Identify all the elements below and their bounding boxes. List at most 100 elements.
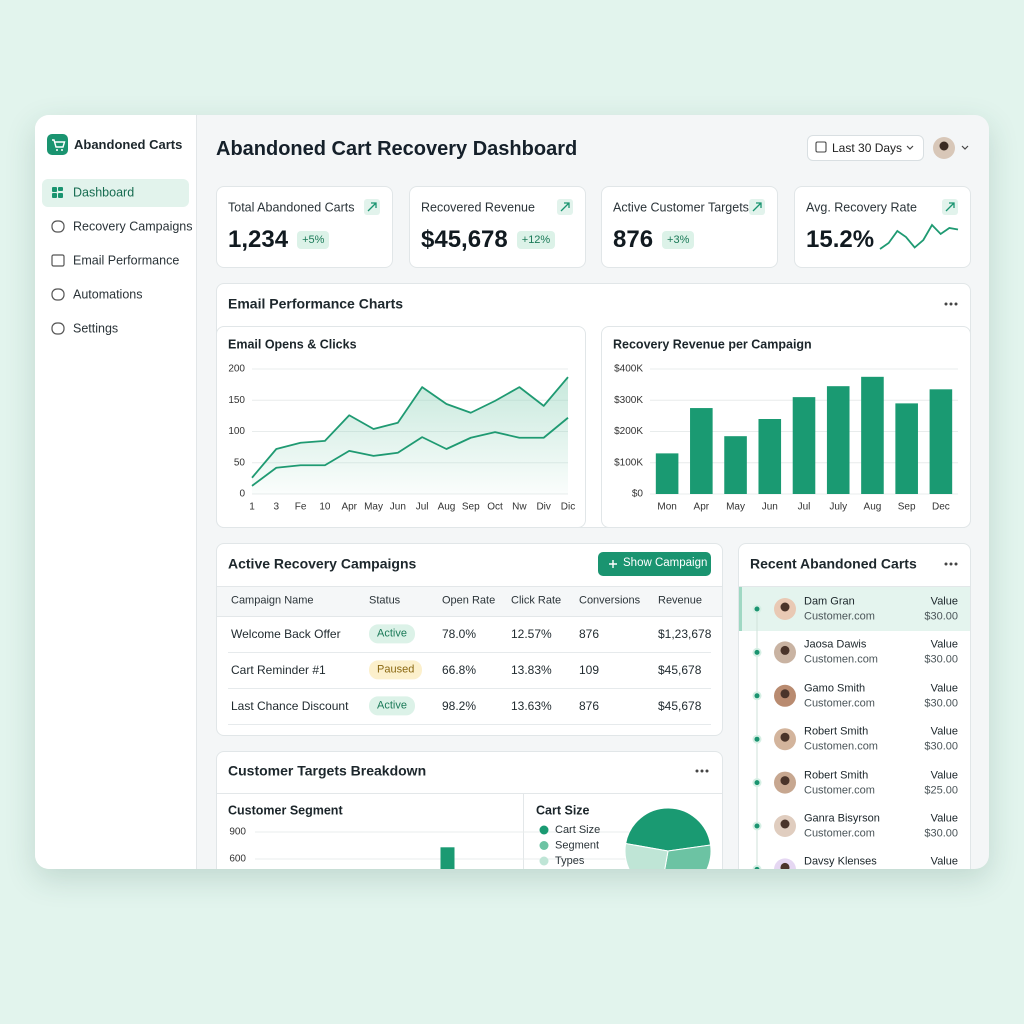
column-header: Status [369,594,401,607]
table-cell: Cart Reminder #1 [231,662,326,677]
panel-title: Email Performance Charts [228,295,404,312]
customer-email: Customen.com [804,653,878,666]
kpi-trend-icon [942,199,958,215]
kpi-trend-icon [557,199,573,215]
kpi-value: 15.2% [806,226,875,253]
app-content: Abandoned Carts Dashboard Recovery Campaig… [35,115,989,869]
customer-email: Customer.com [804,827,875,840]
table-cell: Welcome Back Offer [231,626,341,641]
customer-name[interactable]: Jaosa Dawis [804,638,867,651]
nav-item[interactable]: Dashboard [73,185,135,200]
chart-title: Cart Size [536,803,590,818]
value-label: Value [930,595,958,608]
nav-item[interactable]: Recovery Campaigns [73,219,193,234]
kpi-trend-icon [749,199,765,215]
column-header: Conversions [579,594,641,607]
customer-email: Customer.com [804,784,875,796]
panel-title: Active Recovery Campaigns [228,555,417,572]
panel-title: Customer Targets Breakdown [228,762,427,779]
column-header: Open Rate [442,594,496,607]
customer-email: Customen.com [804,740,878,753]
table-cell: 66.8% [442,662,477,677]
table-cell: 12.57% [511,626,552,641]
nav-item[interactable]: Email Performance [73,253,180,268]
kpi-trend-icon [364,199,380,215]
kpi-value: 876 [613,226,654,253]
kpi-change: +3% [662,231,695,249]
nav-item[interactable]: Settings [73,321,119,336]
kpi-label: Active Customer Targets [613,200,749,215]
chart-title: Customer Segment [228,803,343,818]
customer-name[interactable]: Dam Gran [804,595,855,608]
user-avatar[interactable] [933,137,955,159]
chart-title: Email Opens & Clicks [228,337,357,352]
kpi-card [216,186,393,268]
table-cell: 98.2% [442,698,477,713]
kpi-value-row: 1,234 +5% [228,226,330,254]
customer-name[interactable]: Davsy Klenses [804,855,877,868]
table-cell: 109 [579,662,600,677]
kpi-value-row: $45,678 +12% [421,226,556,254]
table-cell: $1,23,678 [658,626,712,641]
kpi-label: Recovered Revenue [421,200,535,215]
chart-card [601,326,971,528]
value-label: Value [930,725,958,738]
customer-name[interactable]: Ganra Bisyrson [804,812,880,825]
cart-value: $30.00 [924,827,958,840]
column-header: Click Rate [511,594,562,607]
table-cell: 13.83% [511,662,552,677]
panel-title: Recent Abandoned Carts [750,555,917,572]
sidebar [35,115,197,869]
brand-logo [47,134,68,155]
value-label: Value [930,638,958,651]
value-label: Value [930,855,958,868]
row-divider [228,724,711,725]
status-badge: Paused [369,660,423,680]
table-cell: Last Chance Discount [231,698,349,713]
customer-name[interactable]: Robert Smith [804,725,869,738]
chart-card [216,326,586,528]
cart-value: $30.00 [924,740,958,753]
table-cell: $45,678 [658,698,702,713]
table-cell: 876 [579,698,600,713]
chart-title: Recovery Revenue per Campaign [613,337,812,352]
chevron [961,145,969,150]
kpi-card [409,186,586,268]
divider [739,586,970,587]
column-header: Campaign Name [231,594,314,607]
divider [523,793,524,869]
kpi-label: Total Abandoned Carts [228,200,355,215]
kpi-value: 1,234 [228,226,289,253]
cart-value: $30.00 [924,653,958,666]
button-label: Show Campaign [623,557,708,570]
kpi-value-row: 15.2% [806,226,874,254]
table-cell: $45,678 [658,662,702,677]
customer-email: Customer.com [804,610,875,623]
app-window: Abandoned Carts Dashboard Recovery Campaig… [35,115,989,869]
kpi-change: +5% [297,231,330,249]
row-divider [228,652,711,653]
kpi-value: $45,678 [421,226,508,253]
kpi-change: +12% [516,231,556,249]
value-label: Value [930,812,958,825]
column-header: Revenue [658,594,703,607]
status-badge: Active [369,696,415,716]
customer-name[interactable]: Robert Smith [804,769,869,781]
highlight-row [739,587,970,631]
kpi-card [601,186,778,268]
table-cell: 78.0% [442,626,477,641]
cart-value: $30.00 [924,610,958,623]
customer-name[interactable]: Gamo Smith [804,682,866,695]
table-header-bg [217,586,722,617]
cart-value: $25.00 [924,784,958,796]
kpi-label: Avg. Recovery Rate [806,200,917,215]
kpi-value-row: 876 +3% [613,226,695,254]
row-divider [228,688,711,689]
customer-email: Customer.com [804,697,875,710]
value-label: Value [930,682,958,695]
value-label: Value [930,769,958,781]
nav-item[interactable]: Automations [73,287,143,302]
table-cell: 876 [579,626,600,641]
status-badge: Active [369,624,415,644]
page-title: Abandoned Cart Recovery Dashboard [216,138,578,160]
